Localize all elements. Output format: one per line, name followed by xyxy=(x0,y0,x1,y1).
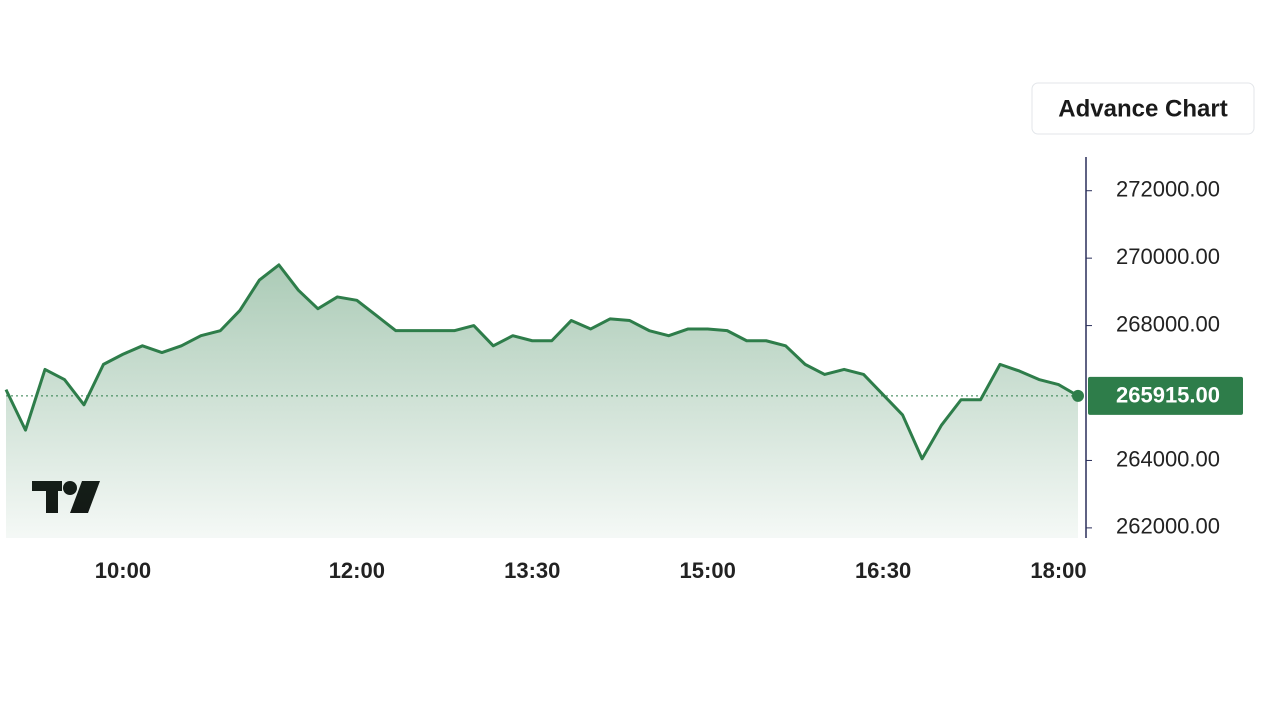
y-tick-label: 272000.00 xyxy=(1116,177,1220,202)
x-tick-label: 15:00 xyxy=(680,558,736,583)
x-tick-label: 16:30 xyxy=(855,558,911,583)
area xyxy=(6,264,1078,538)
x-tick-label: 18:00 xyxy=(1030,558,1086,583)
y-tick-label: 264000.00 xyxy=(1116,446,1220,471)
y-tick-label: 262000.00 xyxy=(1116,514,1220,539)
price-line xyxy=(4,263,1079,461)
current-price-label: 265915.00 xyxy=(1116,383,1220,408)
y-tick-label: 270000.00 xyxy=(1116,244,1220,269)
x-tick-label: 10:00 xyxy=(95,558,151,583)
x-tick-label: 13:30 xyxy=(504,558,560,583)
x-tick-label: 12:00 xyxy=(329,558,385,583)
button-label[interactable]: Advance Chart xyxy=(1058,95,1227,122)
y-tick-label: 268000.00 xyxy=(1116,311,1220,336)
current-price-box xyxy=(1088,376,1243,415)
advance-chart-button[interactable] xyxy=(1031,82,1255,135)
